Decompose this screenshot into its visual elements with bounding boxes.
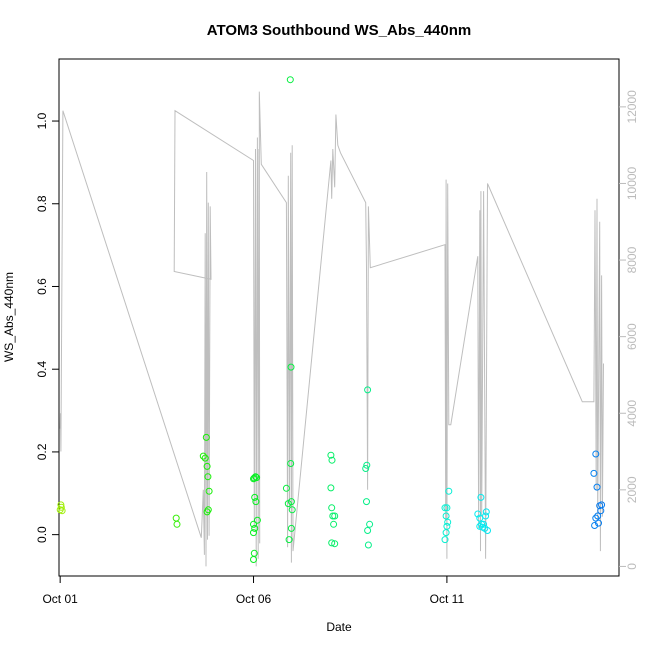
data-point-72 [593,483,601,491]
bottom-axis: Oct 01 Oct 06 Oct 11 [42,576,464,606]
data-point-43 [331,540,339,548]
data-point-9 [203,462,211,470]
y-tick-label: 0.0 [35,526,49,543]
data-point-48 [364,527,372,534]
right-tick-label: 2000 [625,476,639,503]
data-point-70 [592,450,600,458]
data-point-33 [288,506,296,514]
data-point-52 [443,504,451,512]
data-point-55 [444,518,452,526]
data-point-20 [253,516,261,524]
data-point-6 [199,452,207,460]
data-point-36 [328,456,336,464]
plot-frame [58,58,620,577]
y-tick-label: 0.4 [35,361,49,378]
data-point-35 [327,451,335,459]
data-point-69 [476,522,484,530]
data-point-14 [250,475,257,483]
data-point-77 [597,507,605,515]
x-tick-label: Oct 11 [430,592,465,606]
right-tick-label: 10000 [625,166,639,200]
data-point-49 [366,520,374,528]
data-point-50 [364,541,372,549]
data-point-18 [251,493,259,501]
data-point-45 [363,461,371,469]
x-tick-label: Oct 01 [42,592,78,606]
data-point-31 [287,460,295,467]
right-tick-label: 8000 [625,246,639,273]
data-point-59 [474,510,482,518]
data-point-8 [202,433,210,441]
right-axis: 0 2000 4000 6000 8000 10000 12000 [619,90,639,570]
data-point-22 [251,524,259,532]
data-point-51 [441,504,449,512]
data-point-3 [58,507,66,515]
data-point-64 [482,512,490,520]
y-axis-label: WS_Abs_440nm [2,272,16,362]
series-line-0 [59,91,604,567]
data-point-30 [287,363,295,371]
right-tick-label: 6000 [625,323,639,350]
data-point-44 [362,465,370,472]
data-point-32 [287,498,295,506]
data-point-46 [364,386,372,394]
y-tick-label: 0.2 [35,443,49,460]
data-point-34 [287,524,295,532]
right-tick-label: 4000 [625,400,639,427]
data-point-4 [172,514,180,522]
data-point-28 [285,536,293,544]
data-point-7 [201,454,209,462]
data-point-13 [203,508,211,516]
right-tick-label: 0 [625,563,639,570]
data-point-58 [441,536,449,544]
left-axis: 0.0 0.2 0.4 0.6 0.8 1.0 [35,112,59,543]
data-point-29 [286,76,294,84]
data-point-47 [363,498,370,506]
point-series [56,76,606,563]
data-point-5 [173,520,181,528]
data-point-73 [594,512,602,520]
y-tick-label: 0.6 [35,278,49,295]
x-axis-label: Date [326,620,352,634]
data-point-68 [484,527,491,534]
data-point-25 [250,556,257,563]
x-tick-label: Oct 06 [236,592,272,606]
data-point-53 [445,487,453,495]
data-point-17 [253,474,261,482]
data-point-2 [57,503,65,511]
data-point-11 [205,487,213,495]
right-tick-label: 12000 [625,90,639,124]
data-point-41 [330,520,338,528]
data-point-10 [204,473,212,481]
data-point-38 [328,504,336,512]
data-point-65 [482,508,490,516]
data-point-26 [282,484,290,492]
data-point-40 [331,512,339,520]
y-tick-label: 1.0 [35,112,49,129]
line-series [59,91,604,567]
data-point-23 [250,529,257,537]
data-point-61 [477,493,485,501]
data-point-19 [252,498,260,506]
data-point-42 [328,539,336,547]
data-point-16 [252,473,259,481]
chart-title: ATOM3 Southbound WS_Abs_440nm [207,22,471,39]
data-point-39 [329,512,337,520]
data-point-54 [442,512,450,520]
data-point-57 [442,529,450,537]
data-point-79 [591,522,599,529]
data-point-37 [327,484,335,492]
data-point-21 [250,520,257,528]
data-point-71 [590,469,598,477]
y-tick-label: 0.8 [35,195,49,212]
